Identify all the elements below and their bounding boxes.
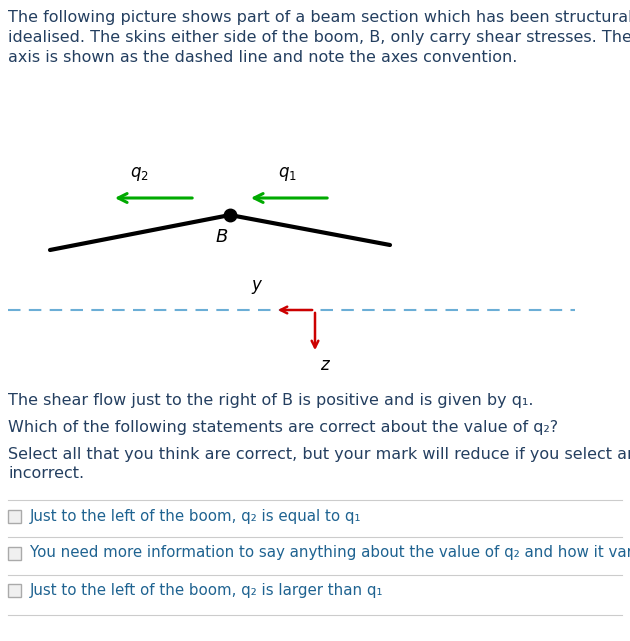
Bar <box>8 584 21 597</box>
Text: You need more information to say anything about the value of q₂ and how it varie: You need more information to say anythin… <box>30 545 630 560</box>
Text: axis is shown as the dashed line and note the axes convention.: axis is shown as the dashed line and not… <box>8 50 517 65</box>
Text: Which of the following statements are correct about the value of q₂?: Which of the following statements are co… <box>8 420 558 435</box>
Text: The shear flow just to the right of B is positive and is given by q₁.: The shear flow just to the right of B is… <box>8 393 534 408</box>
Text: idealised. The skins either side of the boom, B, only carry shear stresses. The : idealised. The skins either side of the … <box>8 30 630 45</box>
Text: The following picture shows part of a beam section which has been structurally: The following picture shows part of a be… <box>8 10 630 25</box>
Text: Select all that you think are correct, but your mark will reduce if you select a: Select all that you think are correct, b… <box>8 447 630 462</box>
Text: Just to the left of the boom, q₂ is equal to q₁: Just to the left of the boom, q₂ is equa… <box>30 508 362 524</box>
Text: $q_1$: $q_1$ <box>278 165 297 183</box>
Text: $z$: $z$ <box>320 356 331 374</box>
Text: incorrect.: incorrect. <box>8 466 84 481</box>
Text: $B$: $B$ <box>215 228 229 246</box>
Bar <box>8 547 21 560</box>
Bar <box>8 510 21 523</box>
Text: $q_2$: $q_2$ <box>130 165 149 183</box>
Text: Just to the left of the boom, q₂ is larger than q₁: Just to the left of the boom, q₂ is larg… <box>30 583 384 597</box>
Text: $y$: $y$ <box>251 278 263 296</box>
